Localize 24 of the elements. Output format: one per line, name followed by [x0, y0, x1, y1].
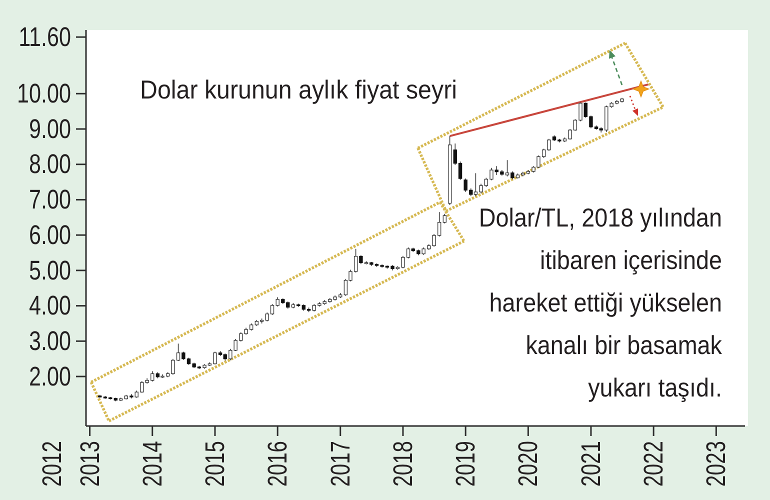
x-tick-label: 2023 — [700, 441, 732, 487]
y-tick-label: 3.00 — [28, 326, 71, 356]
x-tick-label: 2022 — [638, 441, 669, 487]
x-tick-label: 2019 — [450, 441, 481, 487]
x-tick-label: 2013 — [74, 441, 105, 487]
x-tick-label: 2016 — [262, 441, 293, 487]
y-tick-label: 6.00 — [28, 220, 71, 250]
y-tick-label: 4.00 — [28, 290, 71, 321]
y-tick-label: 9.00 — [28, 114, 71, 144]
y-tick-label: 10.00 — [16, 78, 71, 109]
x-tick-label: 2017 — [325, 441, 356, 487]
x-tick-label: 2021 — [576, 441, 606, 487]
x-tick-label: 2020 — [512, 441, 544, 487]
y-tick-label: 7.00 — [28, 184, 71, 215]
y-tick-label: 5.00 — [28, 256, 71, 286]
x-tick-label: 2018 — [388, 441, 418, 487]
y-tick-label: 11.60 — [18, 22, 71, 52]
text: 2012 — [36, 441, 68, 487]
x-tick-label: 2014 — [137, 441, 168, 487]
text: Dolar kurunun aylık fiyat seyri — [140, 76, 457, 104]
y-tick-label: 8.00 — [28, 149, 71, 180]
y-tick-label: 2.00 — [28, 362, 71, 392]
x-tick-label: 2015 — [200, 441, 230, 487]
annotation: Dolar/TL, 2018 yılından itibaren içerisinde hareket ettiği yükselen kanalı bir basamak yukarı taşıdı. — [478, 204, 723, 402]
